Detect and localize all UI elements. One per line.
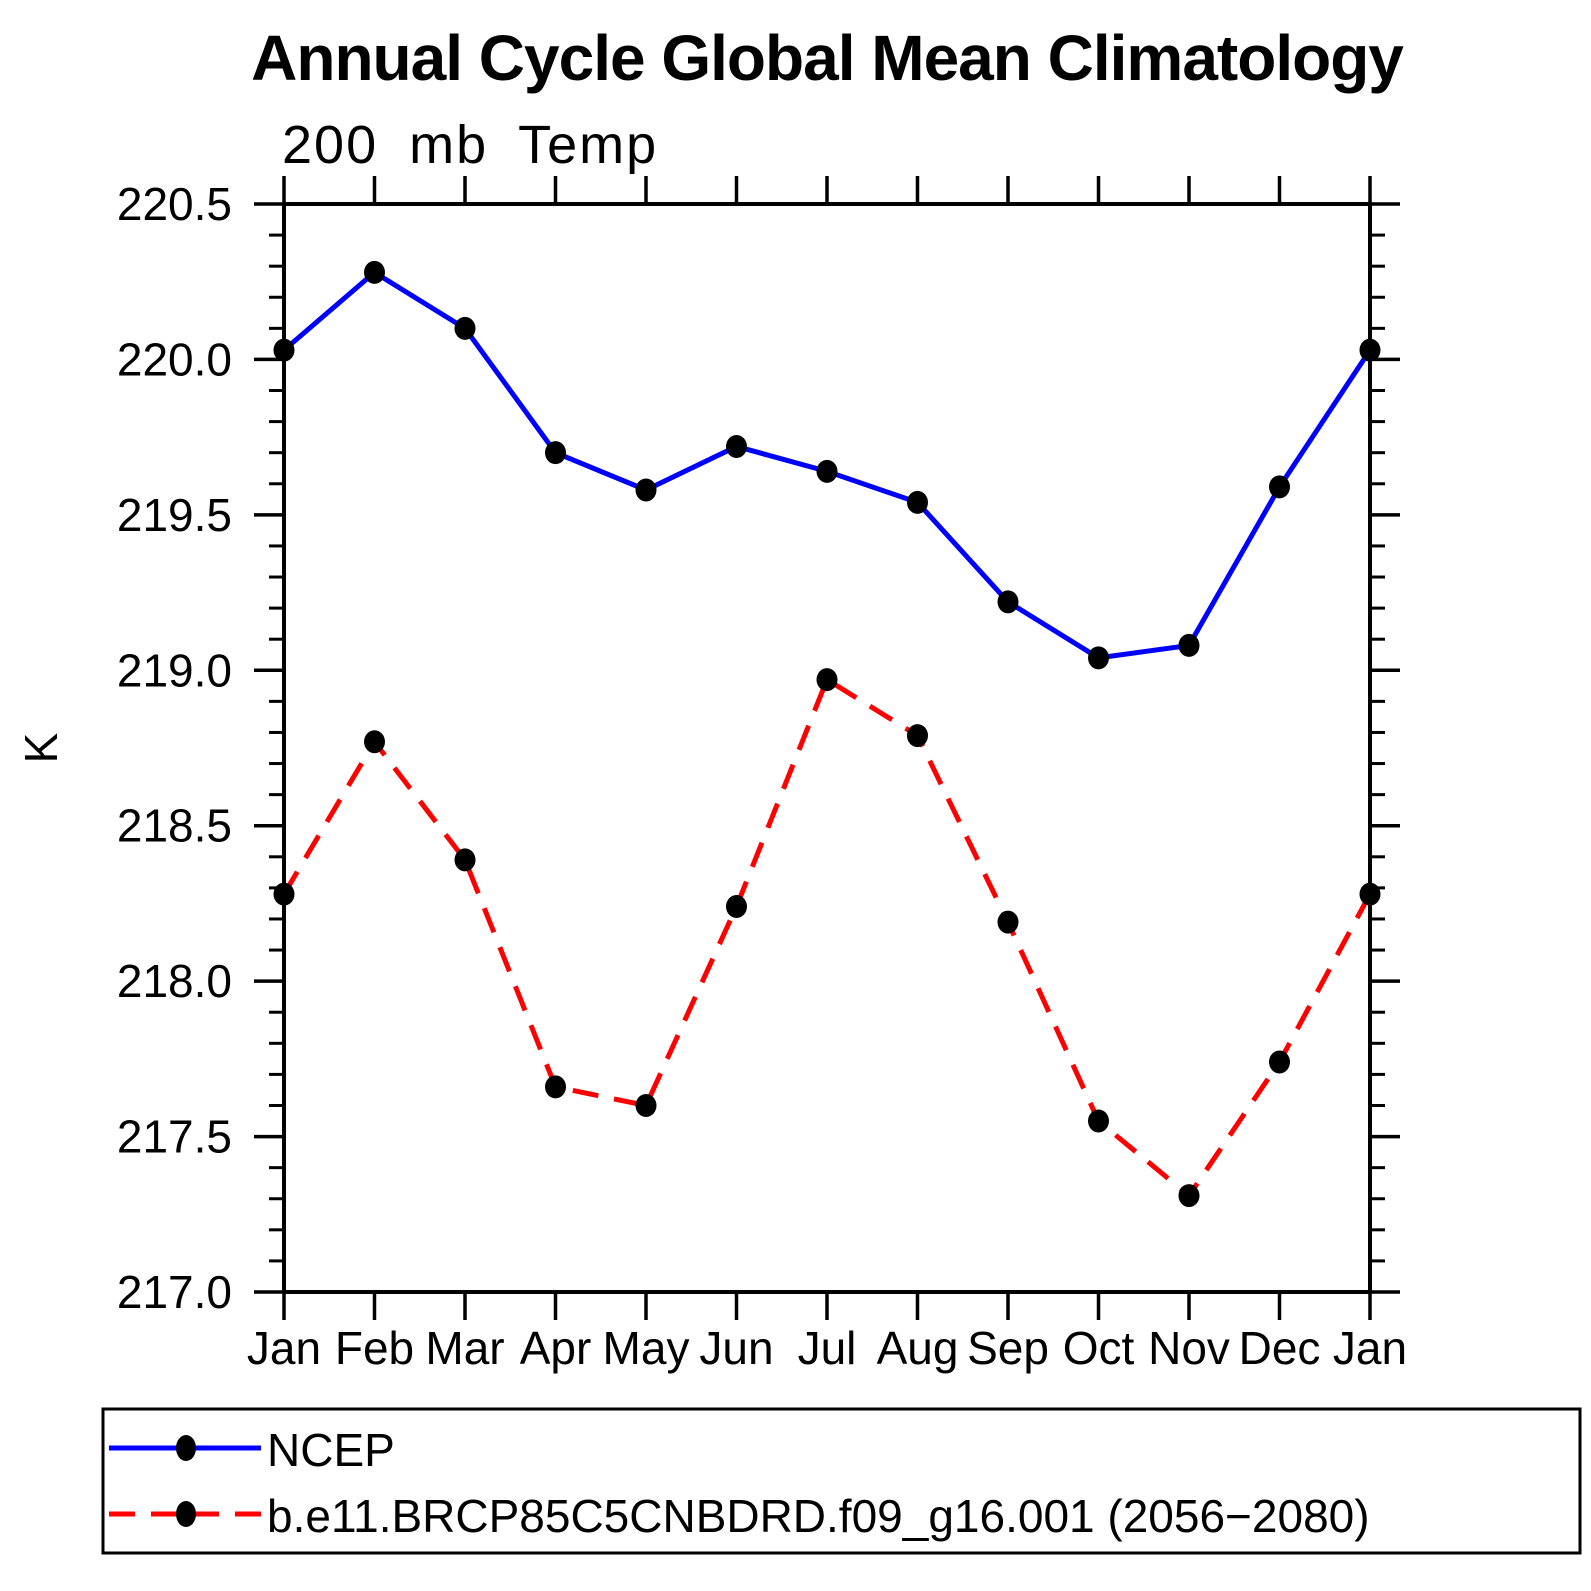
data-point-marker: [726, 895, 747, 919]
legend-box: [101, 1407, 1582, 1555]
legend-entry-model: b.e11.BRCP85C5CNBDRD.f09_g16.001 (2056−2…: [109, 1490, 1370, 1542]
x-tick-label: Jan: [1333, 1322, 1407, 1374]
data-point-marker: [545, 441, 566, 465]
x-tick-label: Oct: [1063, 1322, 1135, 1374]
data-point-marker: [1088, 1109, 1109, 1133]
data-point-marker: [997, 910, 1019, 934]
y-tick-label: 218.0: [117, 955, 232, 1007]
data-point-marker: [364, 730, 385, 754]
y-tick-label: 219.0: [117, 644, 232, 696]
x-tick-label: Mar: [425, 1322, 504, 1374]
legend-label-model: b.e11.BRCP85C5CNBDRD.f09_g16.001 (2056−2…: [267, 1490, 1370, 1542]
series-layer: [273, 260, 1381, 1208]
data-point-marker: [907, 490, 928, 514]
data-point-marker: [454, 316, 476, 340]
data-point-marker: [454, 848, 476, 872]
legend-label-ncep: NCEP: [267, 1424, 395, 1476]
x-tick-label: Jan: [247, 1322, 321, 1374]
x-tick-label: Dec: [1239, 1322, 1321, 1374]
y-tick-label: 217.5: [117, 1111, 232, 1163]
legend-marker-ncep-icon: [176, 1435, 196, 1461]
data-point-marker: [1088, 646, 1109, 670]
chart-title: Annual Cycle Global Mean Climatology: [251, 22, 1404, 94]
y-tick-label: 218.5: [117, 800, 232, 852]
x-tick-label: Jul: [798, 1322, 857, 1374]
data-point-marker: [997, 590, 1019, 614]
x-tick-label: Nov: [1148, 1322, 1230, 1374]
plot-frame: [282, 202, 1372, 1294]
y-tick-label: 220.5: [117, 178, 232, 230]
legend: NCEP b.e11.BRCP85C5CNBDRD.f09_g16.001 (2…: [101, 1407, 1582, 1555]
legend-entry-ncep: NCEP: [109, 1424, 395, 1476]
series-line: [281, 675, 1373, 1200]
data-point-marker: [635, 478, 657, 502]
legend-marker-model-icon: [176, 1501, 196, 1527]
data-point-marker: [364, 260, 385, 284]
data-point-marker: [1269, 1050, 1290, 1074]
data-point-marker: [635, 1093, 657, 1117]
y-axis-label: K: [15, 732, 67, 763]
data-point-marker: [726, 434, 747, 458]
data-point-marker: [816, 668, 838, 692]
data-point-marker: [273, 338, 295, 362]
chart-subtitle: 200 mb Temp: [282, 115, 658, 175]
x-tick-label: Apr: [520, 1322, 592, 1374]
x-tick-label: May: [603, 1322, 690, 1374]
y-tick-label: 219.5: [117, 489, 232, 541]
data-point-marker: [1178, 633, 1200, 657]
data-point-marker: [1359, 338, 1381, 362]
y-tick-label: 217.0: [117, 1266, 232, 1318]
data-point-marker: [1269, 475, 1290, 499]
axis-tick-labels: 217.0 217.5 218.0 218.5 219.0 219.5 220.0 220.5…: [117, 178, 1407, 1374]
axis-ticks: [254, 176, 1400, 1320]
x-tick-label: Aug: [877, 1322, 959, 1374]
data-point-marker: [1359, 882, 1381, 906]
data-point-marker: [907, 724, 928, 748]
x-tick-label: Feb: [335, 1322, 414, 1374]
data-point-marker: [545, 1075, 566, 1099]
data-point-marker: [1178, 1184, 1200, 1208]
data-point-marker: [816, 459, 838, 483]
x-tick-label: Sep: [967, 1322, 1049, 1374]
x-tick-label: Jun: [699, 1322, 773, 1374]
data-point-marker: [273, 882, 295, 906]
y-tick-label: 220.0: [117, 333, 232, 385]
